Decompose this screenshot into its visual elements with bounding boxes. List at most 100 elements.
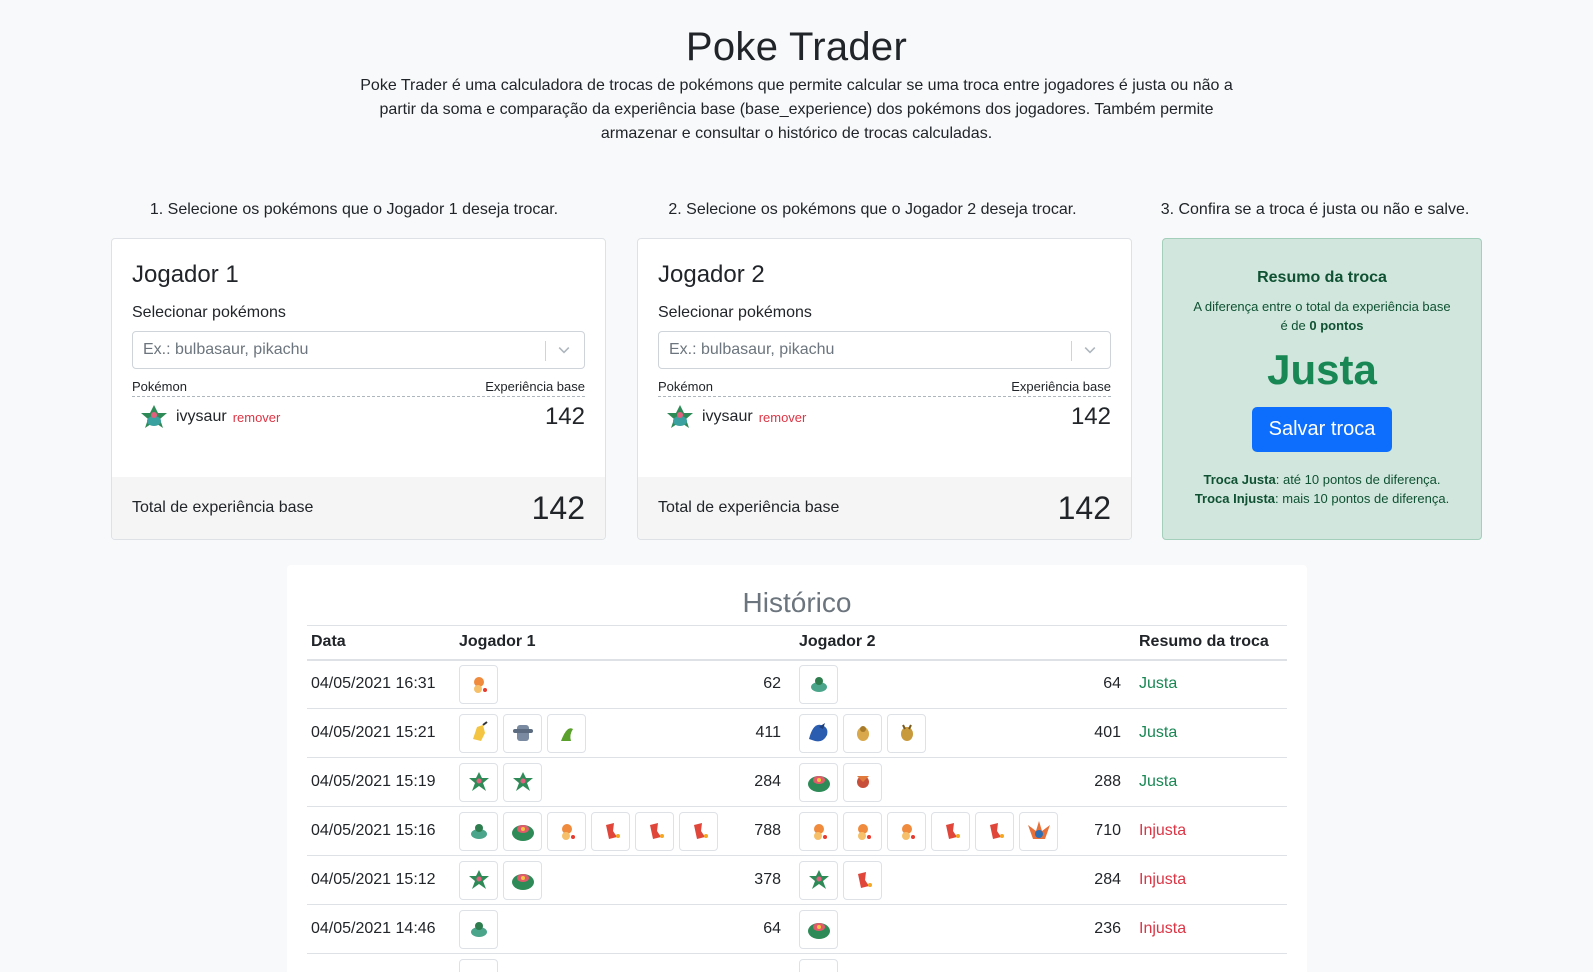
pokemon-thumbnail [887,811,926,851]
trade-verdict: Justa [1267,346,1377,393]
charmeleon-sprite-icon [945,823,960,839]
select-separator [1071,341,1072,361]
player1-total-footer: Total de experiência base 142 [112,477,605,539]
pokemon-thumbnail [799,860,838,900]
history-row-partial [307,953,1287,972]
player1-pokemons [455,806,745,856]
player1-total: 64 [745,904,795,954]
pokemon-thumbnail [459,713,498,753]
difference-text: A diferença entre o total da experiência… [1193,299,1451,333]
venusaur-sprite-icon [511,825,534,841]
pokemon-thumbnails [459,811,741,851]
page-description: Poke Trader é uma calculadora de trocas … [360,77,1233,142]
player2-total: 401 [1085,708,1135,758]
player1-card: Jogador 1 Selecionar pokémons Ex.: bulba… [111,238,606,540]
player1-pokemon-select[interactable]: Ex.: bulbasaur, pikachu [132,331,585,369]
col-xp: Experiência base [485,379,585,394]
pokemon-thumbnails [799,664,1081,704]
player1-pokemons [455,757,745,807]
ivysaur-sprite-icon [468,772,489,791]
caterpie-sprite-icon [560,728,573,741]
rule-fair-text: : até 10 pontos de diferença. [1275,472,1441,487]
history-row: 04/05/2021 15:12 378 284 Injusta [307,855,1287,905]
pokemon-thumbnail [799,958,838,972]
pokemon-thumbnail [459,762,498,802]
col-pokemon: Pokémon [658,379,713,394]
trade-result: Justa [1135,659,1287,709]
pokemon-thumbnail [459,811,498,851]
player1-pokemons [455,708,745,758]
player2-pokemon-select[interactable]: Ex.: bulbasaur, pikachu [658,331,1111,369]
col-jogador1: Jogador 1 [455,625,795,661]
history-table: Data Jogador 1 Jogador 2 Resumo da troca… [307,625,1287,972]
total-label: Total de experiência base [658,499,840,516]
trade-date: 04/05/2021 15:21 [307,708,455,758]
summary-difference: A diferença entre o total da experiência… [1163,297,1481,335]
pokemon-thumbnail [843,811,882,851]
trade-rules: Troca Justa: até 10 pontos de diferença.… [1163,470,1481,508]
save-trade-button[interactable]: Salvar troca [1251,407,1393,452]
history-header-row: Data Jogador 1 Jogador 2 Resumo da troca [307,625,1287,661]
pokemon-thumbnail [799,811,838,851]
player2-total-footer: Total de experiência base 142 [638,477,1131,539]
charmander-sprite-icon [857,824,871,840]
player1-pokemons [455,855,745,905]
history-row: 04/05/2021 14:46 64 236 Injusta [307,904,1287,954]
charizard-sprite-icon [1027,821,1050,839]
ivysaur-sprite-icon [667,405,693,428]
col-xp: Experiência base [1011,379,1111,394]
pokemon-thumbnails [459,909,741,949]
bulbasaur-sprite-icon [470,824,487,839]
player2-total: 710 [1085,806,1135,856]
pokemon-thumbnail [679,811,718,851]
pokemon-thumbnails [459,762,741,802]
page-header: Poke Trader Poke Trader é uma calculador… [0,0,1593,146]
charmander-sprite-icon [901,824,915,840]
charmander-sprite-icon [813,824,827,840]
player2-pokemons [795,757,1085,807]
charmeleon-sprite-icon [649,823,664,839]
player1-total: 788 [745,806,795,856]
player2-select-label: Selecionar pokémons [658,304,812,321]
pokemon-xp: 142 [544,403,585,430]
pokemon-thumbnail [799,762,838,802]
machamp-sprite-icon [512,725,533,741]
pokemon-thumbnail [931,811,970,851]
remove-pokemon-link[interactable]: remover [232,409,281,425]
chevron-down-icon[interactable] [1082,342,1098,358]
player2-total-value: 142 [1057,489,1111,526]
pokemon-name: ivysaur [702,408,753,425]
history-row: 04/05/2021 16:31 62 64 Justa [307,659,1287,709]
pokemon-thumbnail [459,958,498,972]
remove-pokemon-link[interactable]: remover [758,409,807,425]
step-2-label: 2. Selecione os pokémons que o Jogador 2… [668,201,1077,218]
pokemon-name: ivysaur [176,408,227,425]
pokemon-thumbnail [975,811,1014,851]
charmeleon-sprite-icon [693,823,708,839]
history-panel: Histórico Data Jogador 1 Jogador 2 Resum… [287,565,1307,972]
player1-list-header: Pokémon Experiência base [132,379,585,397]
pokemon-thumbnail [799,909,838,949]
player2-total: 288 [1085,757,1135,807]
player2-total: 284 [1085,855,1135,905]
chevron-down-icon[interactable] [556,342,572,358]
pokemon-thumbnail [459,909,498,949]
player1-title: Jogador 1 [132,261,239,288]
player1-pokemon-row: ivysaur remover 142 [132,397,585,437]
venusaur-sprite-icon [511,874,534,890]
pokemon-thumbnail [503,713,542,753]
pokemon-thumbnail [503,811,542,851]
pokemon-thumbnail [591,811,630,851]
rule-unfair-label: Troca Injusta [1194,491,1276,506]
player1-pokemons [455,904,745,954]
pokemon-thumbnail [799,664,838,704]
steps-row: 1. Selecione os pokémons que o Jogador 1… [111,198,1482,222]
player2-title: Jogador 2 [658,261,765,288]
trade-summary-card: Resumo da troca A diferença entre o tota… [1162,238,1482,540]
trade-result: Justa [1135,757,1287,807]
player1-select-placeholder: Ex.: bulbasaur, pikachu [143,341,309,358]
page-title: Poke Trader [685,25,908,69]
total-label: Total de experiência base [132,499,314,516]
player1-pokemons [455,659,745,709]
trade-date: 04/05/2021 15:19 [307,757,455,807]
